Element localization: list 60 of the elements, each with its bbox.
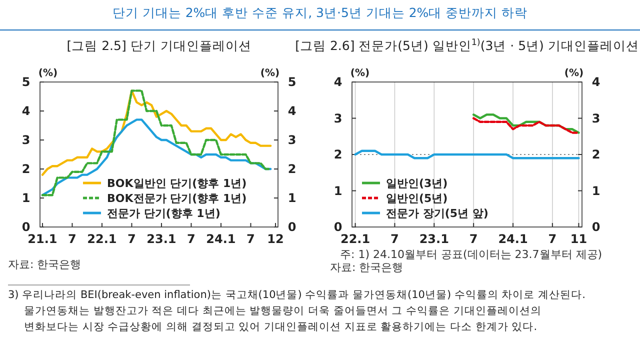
chart-title: [그림 2.6] 전문가(5년) 일반인$^{1)}$(3년 · 5년) 기대인플레이션 bbox=[295, 38, 639, 53]
x-tick-label: 11 bbox=[570, 232, 588, 246]
line-series bbox=[41, 90, 272, 176]
y-tick-label: 1 bbox=[22, 191, 30, 206]
x-tick-label: 7 bbox=[390, 232, 399, 246]
x-tick-label: 7 bbox=[548, 232, 557, 246]
text: 변화보다는 시장 수급상황에 의해 결정되고 있어 기대인플레이션 지표로 활용하기에는 다소 한계가 있다. bbox=[24, 321, 538, 333]
y2-tick-label: 5 bbox=[288, 75, 296, 90]
legend-label: 전문가 단기(향후 1년) bbox=[107, 206, 220, 220]
y2-tick-label: 1 bbox=[288, 191, 296, 206]
text: 3) 우리나라의 BEI(break-even inflation)는 국고채(10년물) 수익률과 물가연동채(10년물) 수익률의 차이로 계산된다. bbox=[8, 289, 586, 301]
y-tick-label: 5 bbox=[22, 75, 30, 90]
y2-tick-label: 0 bbox=[288, 220, 296, 234]
legend-label: 일반인(3년) bbox=[386, 176, 448, 190]
text: 자료: 한국은행 bbox=[330, 261, 404, 274]
y2-tick-label: 3 bbox=[592, 111, 600, 126]
y2-tick-label: 2 bbox=[288, 162, 296, 176]
y-tick-label: 0 bbox=[334, 220, 342, 234]
y-axis-title: (%) bbox=[350, 68, 370, 79]
y-tick-label: 4 bbox=[22, 104, 30, 118]
x-tick-label: 7 bbox=[187, 232, 196, 246]
line-series bbox=[472, 117, 580, 134]
y2-tick-label: 1 bbox=[592, 184, 600, 198]
legend-label: BOK일반인 단기(향후 1년) bbox=[107, 176, 247, 190]
x-tick-label: 12 bbox=[267, 232, 284, 246]
y-axis-title: (%) bbox=[38, 68, 58, 79]
x-tick-label: 7 bbox=[469, 232, 478, 246]
text: 단기 기대는 2%대 후반 수준 유지, 3년·5년 기대는 2%대 중반까지 하락 bbox=[112, 5, 528, 20]
x-tick-label: 7 bbox=[246, 232, 255, 246]
y2-tick-label: 4 bbox=[288, 104, 296, 118]
x-tick-label: 23.1 bbox=[419, 232, 449, 246]
legend-label: BOK전문가 단기(향후 1년) bbox=[107, 192, 247, 205]
y-tick-label: 0 bbox=[22, 220, 30, 234]
y-tick-label: 2 bbox=[334, 148, 342, 162]
text: 주: 1) 24.10월부터 공표(데이터는 23.7월부터 제공) bbox=[340, 248, 602, 261]
text: 자료: 한국은행 bbox=[8, 258, 82, 271]
y2-tick-label: 2 bbox=[592, 148, 600, 162]
y-tick-label: 3 bbox=[22, 133, 30, 148]
legend-label: 전문가 장기(5년 앞) bbox=[386, 206, 488, 220]
x-tick-label: 21.1 bbox=[28, 232, 58, 246]
x-tick-label: 24.1 bbox=[498, 232, 528, 246]
x-tick-label: 22.1 bbox=[87, 232, 117, 246]
y2-axis-title: (%) bbox=[260, 68, 280, 79]
legend-label: 일반인(5년) bbox=[386, 192, 448, 205]
x-tick-label: 23.1 bbox=[146, 232, 176, 246]
y-tick-label: 3 bbox=[334, 111, 342, 126]
y2-tick-label: 4 bbox=[592, 75, 600, 90]
y2-axis-title: (%) bbox=[564, 68, 584, 79]
x-tick-label: 7 bbox=[128, 232, 136, 246]
text: 물가연동채는 발행잔고가 적은 데다 최근에는 발행물량이 더욱 줄어들면서 그 수익률은 기대인플레이션의 bbox=[24, 305, 542, 317]
x-tick-label: 7 bbox=[68, 232, 76, 246]
y2-tick-label: 3 bbox=[288, 133, 296, 148]
chart-title: [그림 2.5] 단기 기대인플레이션 bbox=[66, 38, 252, 53]
y2-tick-label: 0 bbox=[592, 220, 600, 234]
y-tick-label: 4 bbox=[334, 75, 342, 90]
x-tick-label: 24.1 bbox=[206, 232, 236, 246]
y-tick-label: 2 bbox=[22, 162, 30, 176]
line-series bbox=[472, 114, 580, 134]
x-tick-label: 22.1 bbox=[340, 232, 370, 246]
y-tick-label: 1 bbox=[334, 184, 342, 198]
